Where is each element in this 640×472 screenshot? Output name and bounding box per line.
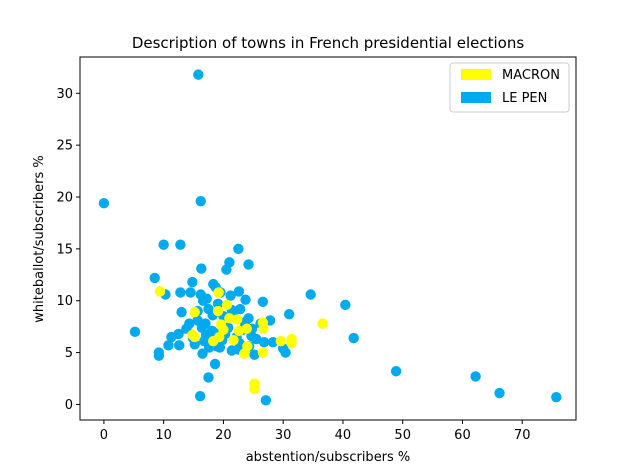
scatter-point-le-pen <box>175 239 186 250</box>
x-tick-label: 30 <box>275 428 292 443</box>
scatter-point-le-pen <box>233 286 245 297</box>
plot-frame <box>79 56 577 421</box>
scatter-point-le-pen <box>193 69 204 80</box>
scatter-point-le-pen <box>280 347 291 358</box>
scatter-point-le-pen <box>258 337 270 348</box>
legend: MACRON LE PEN <box>449 62 570 113</box>
scatter-point-le-pen <box>189 339 200 350</box>
scatter-point-le-pen <box>209 358 221 370</box>
y-tick-label: 15 <box>56 242 73 257</box>
legend-label-le-pen: LE PEN <box>502 91 547 106</box>
scatter-point-macron <box>317 318 328 329</box>
scatter-point-le-pen <box>494 387 505 399</box>
scatter-point-le-pen <box>260 395 272 406</box>
scatter-point-macron <box>212 305 224 317</box>
scatter-point-le-pen <box>185 287 196 298</box>
scatter-point-macron <box>189 306 200 318</box>
scatter-point-macron <box>258 323 269 334</box>
scatter-point-le-pen <box>184 318 195 329</box>
scatter-point-le-pen <box>98 198 110 209</box>
y-axis: 0 5 10 15 20 25 30 <box>56 87 80 413</box>
scatter-point-le-pen <box>206 325 218 337</box>
x-axis: 0 10 20 30 40 50 60 70 <box>100 420 531 443</box>
scatter-point-macron <box>213 287 224 298</box>
y-tick-label: 30 <box>56 87 73 102</box>
scatter-point-le-pen <box>175 287 186 298</box>
x-tick-label: 50 <box>394 428 411 443</box>
scatter-point-le-pen <box>174 340 185 351</box>
y-tick-label: 20 <box>56 191 73 206</box>
scatter-point-macron <box>228 334 239 346</box>
scatter-point-le-pen <box>249 349 260 360</box>
scatter-point-macron <box>221 299 233 311</box>
scatter-point-le-pen <box>195 195 206 207</box>
scatter-point-le-pen <box>194 390 206 402</box>
scatter-point-le-pen <box>158 239 169 250</box>
scatter-point-le-pen <box>233 243 244 255</box>
scatter-point-le-pen <box>221 264 232 275</box>
scatter-point-macron <box>275 335 286 347</box>
y-axis-label: whiteballot/subscribers % <box>32 155 47 322</box>
scatter-point-macron <box>231 314 243 325</box>
scatter-point-le-pen <box>192 315 203 326</box>
scatter-point-le-pen <box>470 371 481 382</box>
scatter-point-le-pen <box>197 348 208 359</box>
y-tick-label: 25 <box>56 139 73 154</box>
scatter-point-le-pen <box>348 332 359 344</box>
scatter-point-le-pen <box>240 294 251 305</box>
scatter-point-macron <box>249 383 260 395</box>
scatter-point-le-pen <box>153 350 165 361</box>
scatter-point-le-pen <box>234 303 246 315</box>
scatter-point-le-pen <box>390 366 402 377</box>
scatter-point-le-pen <box>225 290 236 301</box>
scatter-point-le-pen <box>243 259 254 270</box>
legend-label-macron: MACRON <box>502 68 560 83</box>
scatter-point-le-pen <box>257 296 269 307</box>
y-tick-label: 0 <box>65 398 73 413</box>
x-axis-label: abstention/subscribers % <box>246 450 411 465</box>
x-tick-label: 60 <box>454 428 471 443</box>
scatter-point-le-pen <box>163 340 174 351</box>
x-tick-label: 10 <box>155 428 172 443</box>
scatter-point-le-pen <box>176 306 187 318</box>
legend-swatch-le-pen <box>461 92 491 103</box>
y-tick-label: 10 <box>56 294 73 309</box>
scatter-point-macron <box>208 335 219 347</box>
scatter-point-le-pen <box>551 391 562 403</box>
scatter-point-macron <box>257 347 269 358</box>
points-layer <box>98 69 562 406</box>
scatter-point-le-pen <box>203 372 214 383</box>
chart-title: Description of towns in French president… <box>132 34 525 52</box>
x-tick-label: 20 <box>215 428 232 443</box>
scatter-point-le-pen <box>212 298 224 310</box>
scatter-point-le-pen <box>340 299 351 311</box>
y-tick-label: 5 <box>65 346 73 361</box>
scatter-point-le-pen <box>197 295 209 306</box>
scatter-point-le-pen <box>187 276 198 288</box>
x-tick-label: 70 <box>514 428 531 443</box>
x-tick-label: 40 <box>335 428 352 443</box>
scatter-point-le-pen <box>129 326 141 338</box>
scatter-point-le-pen <box>196 263 207 274</box>
scatter-point-macron <box>239 348 250 359</box>
scatter-point-macron <box>241 323 252 334</box>
scatter-point-le-pen <box>149 272 160 284</box>
scatter-point-le-pen <box>173 328 184 340</box>
scatter-point-le-pen <box>199 335 210 347</box>
x-tick-label: 0 <box>100 428 108 443</box>
scatter-point-le-pen <box>283 309 295 320</box>
scatter-point-le-pen <box>305 289 316 300</box>
scatter-point-le-pen <box>267 337 279 348</box>
scatter-point-macron <box>224 313 235 324</box>
legend-swatch-macron <box>461 69 491 80</box>
scatter-point-macron <box>154 286 166 297</box>
scatter-point-macron <box>187 329 198 341</box>
scatter-point-macron <box>286 333 297 345</box>
scatter-point-le-pen <box>214 342 226 353</box>
